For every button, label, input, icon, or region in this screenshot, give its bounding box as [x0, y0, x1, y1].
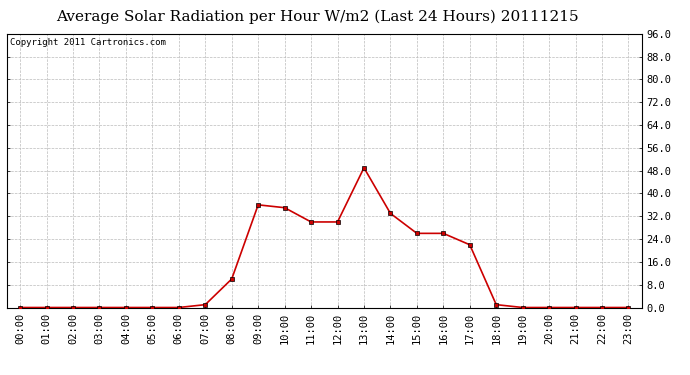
Text: Average Solar Radiation per Hour W/m2 (Last 24 Hours) 20111215: Average Solar Radiation per Hour W/m2 (L…	[56, 9, 579, 24]
Text: Copyright 2011 Cartronics.com: Copyright 2011 Cartronics.com	[10, 38, 166, 47]
